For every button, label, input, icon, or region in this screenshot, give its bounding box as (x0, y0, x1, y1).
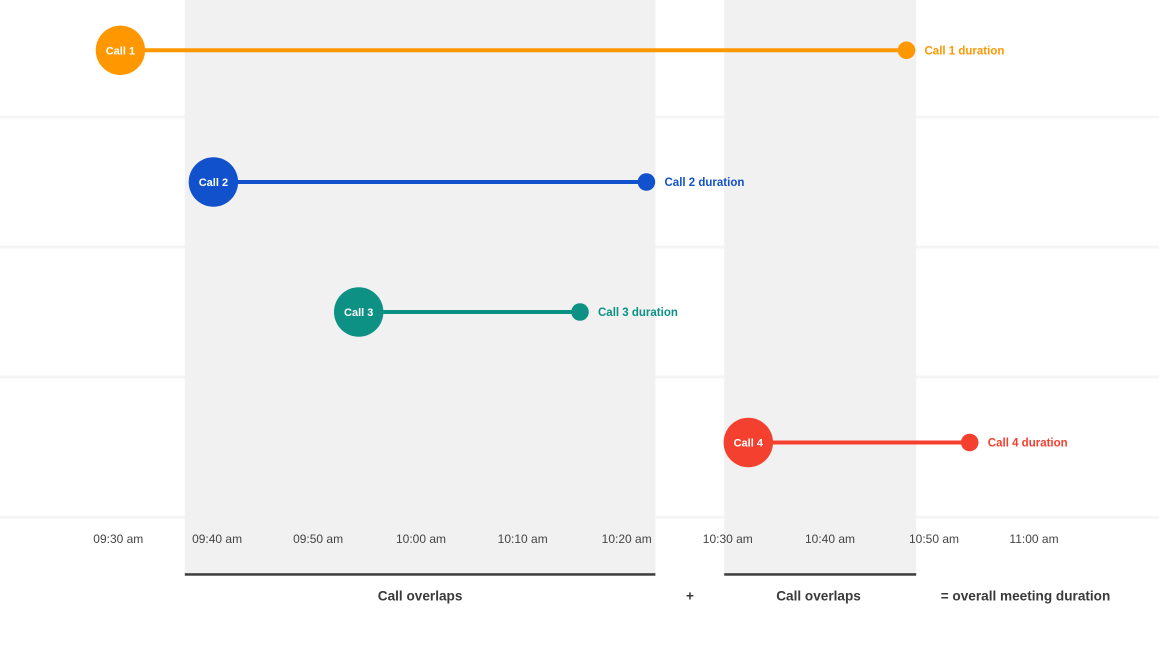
svg-text:10:50 am: 10:50 am (909, 532, 959, 546)
svg-text:Call 4 duration: Call 4 duration (988, 438, 1068, 450)
svg-text:Call 4: Call 4 (734, 438, 764, 450)
svg-text:Call 1: Call 1 (106, 45, 135, 57)
svg-text:= overall meeting duration: = overall meeting duration (941, 589, 1111, 604)
svg-text:Call overlaps: Call overlaps (776, 589, 861, 604)
svg-text:11:00 am: 11:00 am (1009, 532, 1058, 546)
svg-text:Call overlaps: Call overlaps (378, 589, 463, 604)
svg-text:09:30 am: 09:30 am (93, 532, 143, 546)
svg-text:Call 1 duration: Call 1 duration (925, 45, 1005, 57)
svg-text:10:40 am: 10:40 am (805, 532, 855, 546)
svg-text:10:30 am: 10:30 am (703, 532, 753, 546)
svg-text:09:40 am: 09:40 am (192, 532, 242, 546)
svg-text:10:20 am: 10:20 am (602, 532, 652, 546)
svg-text:Call 2: Call 2 (199, 177, 228, 189)
svg-text:09:50 am: 09:50 am (293, 532, 343, 546)
svg-text:10:00 am: 10:00 am (396, 532, 446, 546)
svg-text:Call 3 duration: Call 3 duration (598, 307, 678, 319)
svg-text:Call 2 duration: Call 2 duration (665, 177, 745, 189)
svg-text:10:10 am: 10:10 am (498, 532, 548, 546)
svg-text:Call 3: Call 3 (344, 307, 373, 319)
svg-text:+: + (686, 589, 694, 604)
